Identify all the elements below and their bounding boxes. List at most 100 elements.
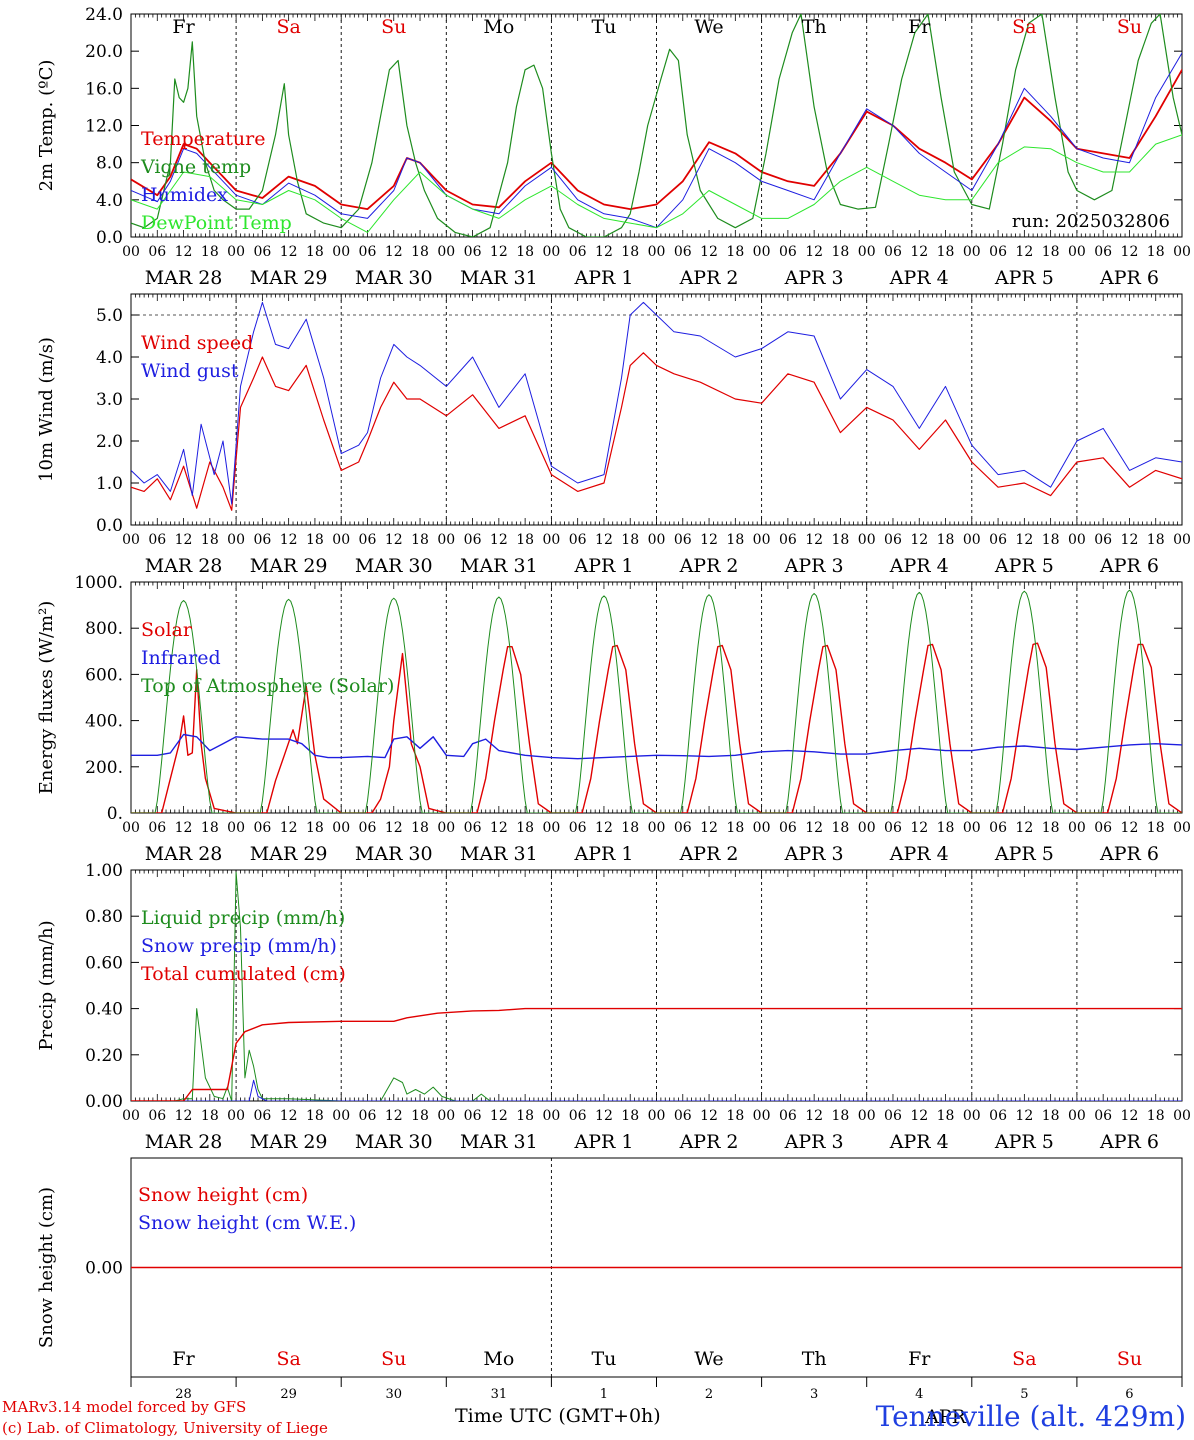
series-line-snow-precip-mm-h- — [131, 1079, 1182, 1101]
hour-tick-label: 00 — [227, 244, 245, 260]
hour-tick-label: 12 — [175, 244, 193, 260]
y-tick-label: 0.0 — [96, 516, 123, 536]
hour-tick-label: 18 — [1042, 1108, 1060, 1124]
day-number-label: 3 — [810, 1387, 818, 1402]
weekday-label: Sa — [1012, 1348, 1036, 1370]
hour-tick-label: 12 — [385, 820, 403, 836]
hour-tick-label: 12 — [910, 244, 928, 260]
day-number-label: 4 — [915, 1387, 923, 1402]
weekday-label: Su — [1117, 1348, 1142, 1370]
hour-tick-label: 12 — [700, 244, 718, 260]
y-tick-label: 4.0 — [96, 191, 123, 211]
y-tick-label: 1000. — [74, 573, 123, 593]
hour-tick-label: 06 — [464, 532, 482, 548]
y-axis-title-temp: 2m Temp. (ºC) — [36, 60, 57, 192]
hour-tick-label: 06 — [674, 820, 692, 836]
series-line-temperature — [131, 68, 1182, 210]
hour-tick-label: 18 — [621, 244, 639, 260]
hour-tick-label: 00 — [437, 820, 455, 836]
date-label: MAR 31 — [460, 1131, 538, 1153]
hour-tick-label: 18 — [621, 532, 639, 548]
hour-tick-label: 12 — [490, 244, 508, 260]
hour-tick-label: 18 — [937, 820, 955, 836]
day-number-label: 29 — [280, 1387, 297, 1402]
hour-tick-label: 12 — [1121, 1108, 1139, 1124]
hour-tick-label: 12 — [385, 1108, 403, 1124]
hour-tick-label: 12 — [175, 1108, 193, 1124]
hour-tick-label: 00 — [963, 1108, 981, 1124]
hour-tick-label: 06 — [779, 820, 797, 836]
hour-tick-label: 18 — [1147, 1108, 1165, 1124]
legend-entry: Vigne temp — [140, 156, 251, 178]
hour-tick-label: 12 — [805, 244, 823, 260]
hour-tick-label: 06 — [464, 1108, 482, 1124]
day-number-label: 30 — [385, 1387, 402, 1402]
hour-tick-label: 06 — [674, 1108, 692, 1124]
hour-tick-label: 12 — [1121, 532, 1139, 548]
hour-tick-label: 00 — [332, 820, 350, 836]
weekday-label: Mo — [483, 1348, 514, 1370]
hour-tick-label: 06 — [989, 820, 1007, 836]
date-label: APR 6 — [1099, 843, 1159, 865]
hour-tick-label: 00 — [648, 244, 666, 260]
date-label: APR 1 — [573, 843, 633, 865]
hour-tick-label: 18 — [201, 1108, 219, 1124]
y-tick-label: 5.0 — [96, 306, 123, 326]
hour-tick-label: 06 — [253, 532, 271, 548]
hour-tick-label: 12 — [805, 820, 823, 836]
hour-tick-label: 18 — [937, 532, 955, 548]
hour-tick-label: 18 — [201, 820, 219, 836]
legend-entry: Liquid precip (mm/h) — [141, 907, 345, 929]
hour-tick-label: 18 — [201, 244, 219, 260]
hour-tick-label: 00 — [542, 532, 560, 548]
date-label: APR 5 — [994, 267, 1054, 289]
hour-tick-label: 00 — [1068, 820, 1086, 836]
hour-tick-label: 18 — [411, 820, 429, 836]
x-axis-title: Time UTC (GMT+0h) — [455, 1405, 661, 1427]
hour-tick-label: 18 — [1042, 532, 1060, 548]
hour-tick-label: 06 — [464, 820, 482, 836]
weekday-label: We — [694, 16, 723, 38]
day-number-label: 6 — [1125, 1387, 1133, 1402]
date-label: APR 4 — [889, 555, 949, 577]
hour-tick-label: 00 — [1173, 820, 1191, 836]
hour-tick-label: 18 — [726, 244, 744, 260]
y-axis-title-precip: Precip (mm/h) — [36, 920, 57, 1050]
hour-tick-label: 06 — [464, 244, 482, 260]
hour-tick-label: 12 — [595, 1108, 613, 1124]
date-label: APR 1 — [573, 267, 633, 289]
hour-tick-label: 12 — [385, 532, 403, 548]
hour-tick-label: 06 — [148, 532, 166, 548]
hour-tick-label: 06 — [359, 532, 377, 548]
hour-tick-label: 00 — [122, 1108, 140, 1124]
hour-tick-label: 12 — [280, 1108, 298, 1124]
hour-tick-label: 06 — [1094, 532, 1112, 548]
hour-tick-label: 00 — [1173, 532, 1191, 548]
hour-tick-label: 12 — [280, 820, 298, 836]
legend-entry: Snow height (cm) — [138, 1184, 308, 1206]
hour-tick-label: 00 — [963, 244, 981, 260]
date-label: APR 6 — [1099, 267, 1159, 289]
hour-tick-label: 12 — [595, 820, 613, 836]
hour-tick-label: 06 — [1094, 244, 1112, 260]
y-tick-label: 20.0 — [85, 42, 123, 62]
y-tick-label: 400. — [85, 712, 123, 732]
series-line-infrared — [131, 733, 1182, 760]
hour-tick-label: 18 — [1147, 820, 1165, 836]
hour-tick-label: 12 — [700, 820, 718, 836]
series-line-wind-gust — [131, 301, 1182, 505]
weekday-label: Fr — [908, 16, 931, 38]
hour-tick-label: 00 — [1068, 1108, 1086, 1124]
hour-tick-label: 12 — [1015, 1108, 1033, 1124]
hour-tick-label: 00 — [963, 820, 981, 836]
date-label: MAR 28 — [145, 1131, 223, 1153]
hour-tick-label: 00 — [648, 820, 666, 836]
day-number-label: 28 — [175, 1387, 192, 1402]
hour-tick-label: 00 — [648, 532, 666, 548]
hour-tick-label: 12 — [280, 532, 298, 548]
hour-tick-label: 00 — [753, 532, 771, 548]
hour-tick-label: 00 — [1068, 244, 1086, 260]
hour-tick-label: 00 — [332, 532, 350, 548]
hour-tick-label: 18 — [621, 1108, 639, 1124]
